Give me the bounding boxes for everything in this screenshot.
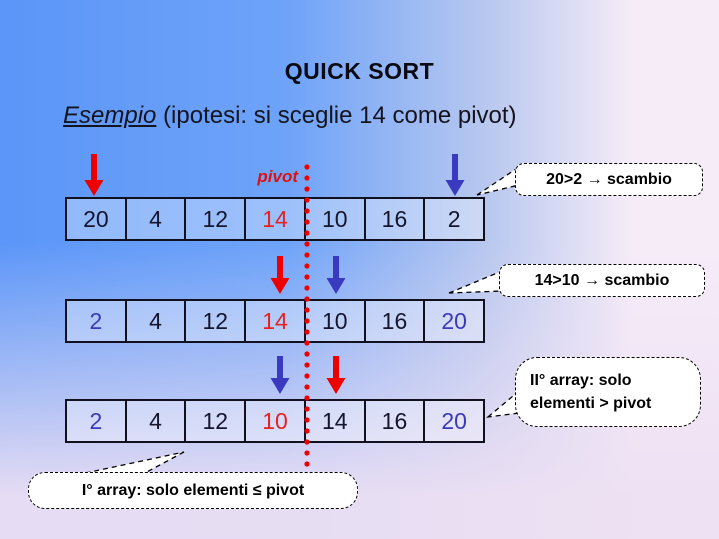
array-cell: 4 [124,401,185,441]
array-cell: 12 [184,199,245,239]
array-cell: 14 [303,401,364,441]
array-cell: 10 [303,199,364,239]
array-cell-pivot: 14 [244,199,304,239]
array-cell: 16 [363,301,424,341]
callout-text: 14>10 → scambio [534,271,670,289]
subtitle-rest: (ipotesi: si sceglie 14 come pivot) [156,102,517,129]
blue-down-arrow-icon [445,154,465,196]
array-row-2: 2 4 12 14 10 16 20 [65,299,485,343]
array-cell-swapped-pivot: 10 [244,401,304,441]
callout-2-tail [448,270,503,294]
array-cell: 16 [363,401,424,441]
array-cell-swapped: 2 [67,301,125,341]
blue-down-arrow-icon [326,256,346,294]
array-cell: 20 [67,199,125,239]
callout-swap-20-2: 20>2 → scambio [515,163,703,196]
array-cell: 12 [184,301,245,341]
array-cell: 4 [124,199,185,239]
array-cell-swapped: 20 [423,301,484,341]
array-cell: 16 [363,199,424,239]
array-row-3: 2 4 12 10 14 16 20 [65,399,485,443]
array-cell: 12 [184,401,245,441]
array-cell-pivot: 14 [244,301,304,341]
callout-1-tail [476,165,520,196]
blue-down-arrow-icon [270,356,290,394]
callout-first-array: I° array: solo elementi ≤ pivot [28,472,358,509]
callout-swap-14-10: 14>10 → scambio [499,264,705,297]
array-cell: 2 [423,199,484,239]
subtitle-lead-word: Esempio [63,102,157,129]
callout-text-line2: elementi > pivot [530,395,652,412]
slide-title: QUICK SORT [284,58,435,84]
pivot-label: pivot [257,167,298,186]
array-cell-swapped: 2 [67,401,125,441]
callout-text-line1: II° array: solo [530,372,632,389]
array-cell: 10 [303,301,364,341]
array-row-1: 20 4 12 14 10 16 2 [65,197,485,241]
red-down-arrow-icon [270,256,290,294]
callout-second-array: II° array: solo elementi > pivot [515,357,701,427]
callout-text: I° array: solo elementi ≤ pivot [81,481,305,499]
array-cell: 4 [124,301,185,341]
red-down-arrow-icon [326,356,346,394]
red-down-arrow-icon [84,154,104,196]
array-cell-swapped: 20 [423,401,484,441]
callout-text: 20>2 → scambio [546,170,672,188]
slide-subtitle: Esempio (ipotesi: si sceglie 14 come piv… [63,102,517,130]
